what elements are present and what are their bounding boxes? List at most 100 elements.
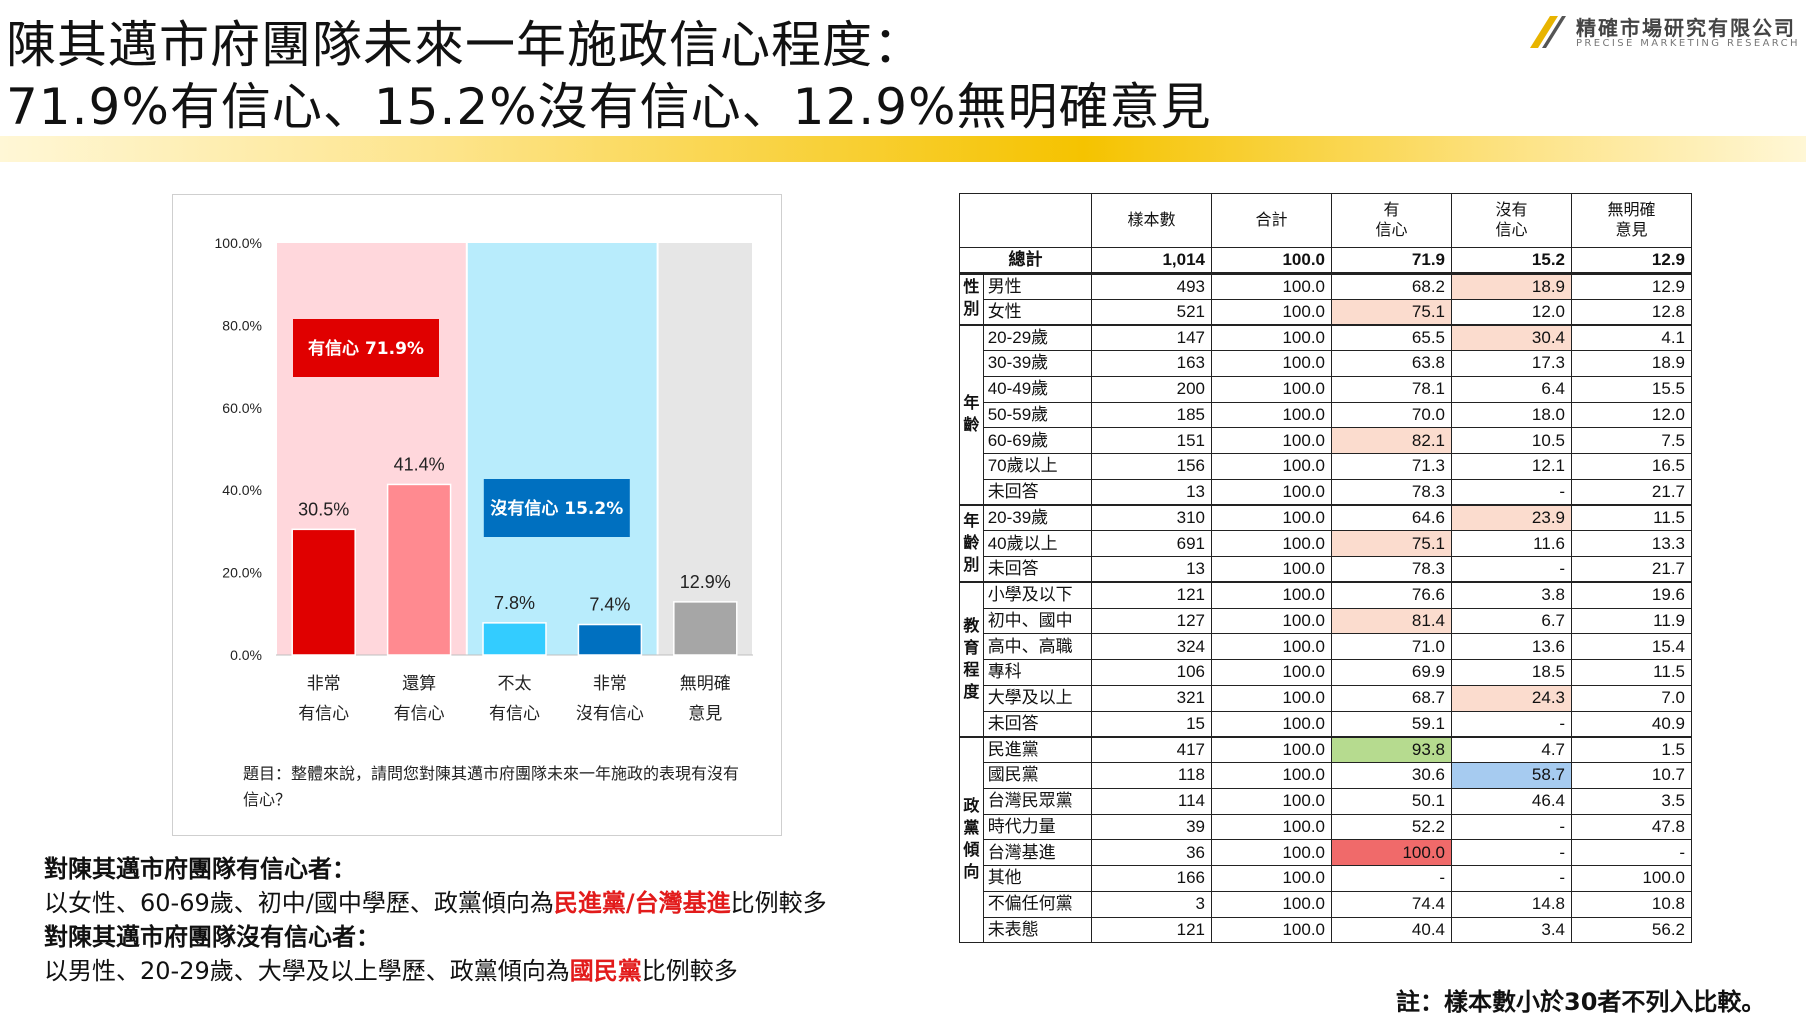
table-cell: 7.5 xyxy=(1571,427,1692,454)
table-row: 未表態 121 100.0 40.4 3.4 56.2 xyxy=(960,916,1692,944)
table-cell: 1.5 xyxy=(1571,735,1692,763)
table-cell: 3.8 xyxy=(1451,581,1572,609)
table-row-label: 40歲以上 xyxy=(982,530,1093,557)
table-cell: 100.0 xyxy=(1211,890,1332,918)
table-cell: 11.6 xyxy=(1451,530,1572,557)
table-cell: 11.5 xyxy=(1571,504,1692,532)
table-row-label: 專科 xyxy=(982,659,1093,686)
table-cell: 100.0 xyxy=(1211,453,1332,480)
note-text: 比例較多 xyxy=(730,889,827,917)
table-row: 政黨傾向 民進黨 417 100.0 93.8 4.7 1.5 xyxy=(959,735,1692,944)
table-row: 40-49歲 200 100.0 78.1 6.4 15.5 xyxy=(960,375,1692,403)
table-cell: 147 xyxy=(1091,323,1212,351)
table-cell: 52.2 xyxy=(1331,813,1452,841)
bar xyxy=(673,601,738,656)
logo-company-name: 精確市場研究有限公司 xyxy=(1576,16,1796,40)
table-cell: 7.0 xyxy=(1571,684,1692,712)
table-cell: 65.5 xyxy=(1331,323,1452,351)
table-cell: 12.0 xyxy=(1451,298,1572,326)
table-row: 未回答 13 100.0 78.3-21.7 xyxy=(960,556,1692,583)
table-cell: 691 xyxy=(1091,530,1212,557)
table-cell: - xyxy=(1451,710,1572,738)
table-row: 其他 166 100.0- -100.0 xyxy=(960,865,1692,892)
table-cell: 321 xyxy=(1091,684,1212,712)
company-logo: 精確市場研究有限公司 PRECISE MARKETING RESEARCH xyxy=(1528,12,1800,52)
table-cell: 12.9 xyxy=(1571,247,1692,275)
table-cell: - xyxy=(1451,556,1572,583)
table-cell: 39 xyxy=(1091,813,1212,841)
table-row: 70歲以上 156 100.0 71.3 12.1 16.5 xyxy=(960,453,1692,480)
bar-value-label: 7.4% xyxy=(589,595,630,615)
table-cell: 100.0 xyxy=(1211,427,1332,454)
table-cell: 56.2 xyxy=(1571,916,1692,944)
table-cell: 100.0 xyxy=(1211,813,1332,841)
table-cell: 127 xyxy=(1091,607,1212,635)
table-cell: - xyxy=(1571,839,1692,866)
table-cell: 68.2 xyxy=(1331,272,1452,300)
table-cell: 324 xyxy=(1091,633,1212,660)
bar-value-label: 30.5% xyxy=(298,499,349,519)
table-row-label: 民進黨 xyxy=(982,735,1093,763)
table-cell: 40.9 xyxy=(1571,710,1692,738)
table-row-label: 未回答 xyxy=(982,710,1093,738)
table-row-label: 其他 xyxy=(982,865,1093,892)
table-row: 初中、國中 127 100.0 81.4 6.7 11.9 xyxy=(960,607,1692,635)
table-cell: 76.6 xyxy=(1331,581,1452,609)
table-cell: 24.3 xyxy=(1451,684,1572,712)
bar xyxy=(291,528,356,656)
table-cell: 36 xyxy=(1091,839,1212,866)
table-cell: 151 xyxy=(1091,427,1212,454)
bar-value-label: 41.4% xyxy=(394,454,445,474)
note-confident-detail: 以女性、60-69歲、初中/國中學歷、政黨傾向為民進黨/台灣基進比例較多 xyxy=(44,886,827,920)
table-cell: 100.0 xyxy=(1211,350,1332,377)
footnote: 註：樣本數小於30者不列入比較。 xyxy=(1396,988,1766,1016)
table-row-label: 時代力量 xyxy=(982,813,1093,841)
table-cell: 100.0 xyxy=(1211,787,1332,815)
table-row: 性別 男性 493 100.0 68.2 18.9 12.9 xyxy=(959,272,1692,326)
table-cell: 71.0 xyxy=(1331,633,1452,660)
table-row-label: 小學及以下 xyxy=(982,581,1093,609)
group-summary-label: 有信心 71.9% xyxy=(308,338,424,359)
table-row-label: 高中、高職 xyxy=(982,633,1093,660)
table-cell: 163 xyxy=(1091,350,1212,377)
table-cell: 13 xyxy=(1091,478,1212,506)
y-tick-label: 60.0% xyxy=(222,400,262,416)
table-cell: 71.3 xyxy=(1331,453,1452,480)
x-tick-label: 有信心 xyxy=(298,704,349,724)
title-line-1: 陳其邁市府團隊未來一年施政信心程度： xyxy=(6,16,924,74)
table-row: 台灣民眾黨 114 100.0 50.1 46.4 3.5 xyxy=(960,787,1692,815)
table-cell: 12.1 xyxy=(1451,453,1572,480)
table-cell: 30.4 xyxy=(1451,323,1572,351)
table-group-label: 年齡 xyxy=(959,323,984,506)
table-cell: 15.5 xyxy=(1571,375,1692,403)
table-row: 專科 106 100.0 69.9 18.5 11.5 xyxy=(960,659,1692,686)
group-summary-label: 沒有信心 15.2% xyxy=(490,498,623,519)
note-confident-heading: 對陳其邁市府團隊有信心者： xyxy=(44,855,356,883)
table-row-label: 20-39歲 xyxy=(982,504,1093,532)
group-name: 性別 xyxy=(963,279,980,319)
table-cell: 68.7 xyxy=(1331,684,1452,712)
table-row: 未回答 13 100.0 78.3-21.7 xyxy=(960,478,1692,506)
summary-notes: 對陳其邁市府團隊有信心者： 以女性、60-69歲、初中/國中學歷、政黨傾向為民進… xyxy=(44,852,827,988)
table-cell: 100.0 xyxy=(1211,762,1332,789)
table-row: 40歲以上 691 100.0 75.1 11.6 13.3 xyxy=(960,530,1692,557)
table-cell: 114 xyxy=(1091,787,1212,815)
table-total-label: 總計 xyxy=(959,247,1092,275)
table-cell: 74.4 xyxy=(1331,890,1452,918)
table-row-label: 未表態 xyxy=(982,916,1093,944)
table-row-label: 50-59歲 xyxy=(982,401,1093,429)
table-row-label: 國民黨 xyxy=(982,762,1093,789)
bar-value-label: 12.9% xyxy=(680,572,731,592)
table-cell: 156 xyxy=(1091,453,1212,480)
table-cell: 118 xyxy=(1091,762,1212,789)
table-row-label: 70歲以上 xyxy=(982,453,1093,480)
note-unconfident-detail: 以男性、20-29歲、大學及以上學歷、政黨傾向為國民黨比例較多 xyxy=(44,954,827,988)
table-header-cell: 合計 xyxy=(1211,193,1332,248)
table-row: 時代力量 39 100.0 52.2-47.8 xyxy=(960,813,1692,841)
table-cell: 4.7 xyxy=(1451,735,1572,763)
bar-value-label: 7.8% xyxy=(494,593,535,613)
table-row-label: 台灣民眾黨 xyxy=(982,787,1093,815)
table-cell: 14.8 xyxy=(1451,890,1572,918)
table-cell: 100.0 xyxy=(1211,735,1332,763)
table-cell: 78.3 xyxy=(1331,556,1452,583)
